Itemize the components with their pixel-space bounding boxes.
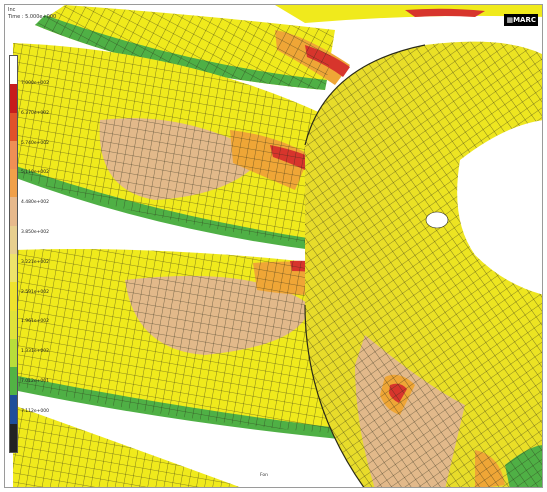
color-legend-bar [9,55,18,453]
legend-label: 5.110e+002 [21,170,50,176]
legend-label: 1.331e+002 [21,349,50,355]
legend-label: 7.000e+002 [21,81,50,86]
legend-swatch [10,338,17,368]
legend-swatch [10,197,17,226]
legend-swatch [10,395,17,424]
legend-swatch [10,282,17,311]
legend-swatch [10,140,17,170]
blade-bottom-sliver [13,405,240,487]
legend-label: 7.112e+000 [21,408,50,414]
hub-rim [304,44,426,146]
increment-label: Inc [8,7,16,13]
legend-swatch [10,367,17,396]
blade-lower [13,249,360,441]
top-strip-hotspot [405,8,485,17]
legend-label: 6.370e+002 [21,110,50,116]
legend-swatch [10,84,17,113]
bottom-label: Fon [260,473,269,478]
legend-swatch [10,423,17,452]
legend-swatch [10,253,17,283]
legend-label: 1.961e+002 [21,319,50,325]
legend-label: 3.221e+002 [21,259,50,265]
legend-label: 5.740e+002 [21,140,50,146]
top-strip [275,5,542,23]
legend-label: 7.012e+001 [21,379,50,384]
legend-swatch [10,225,17,254]
legend-swatch [10,112,17,141]
legend-swatch [10,56,17,85]
blade-middle-upper [13,43,325,251]
hub-rim-lower [304,304,365,487]
legend-swatch [10,310,17,339]
legend-swatch [10,169,17,198]
legend-label: 4.480e+002 [21,200,50,206]
marc-logo-mark-icon: ▦ [506,16,513,24]
fea-viewport[interactable]: Inc Time : 5.000e+000 ▦ MARC 7.000e+002 6… [4,4,543,488]
time-label: Time : 5.000e+000 [8,14,57,20]
blade-upper [35,5,350,90]
hub [305,41,542,487]
marc-logo: ▦ MARC [504,14,538,26]
fea-model-canvas[interactable] [5,5,543,488]
legend-label: 2.591e+002 [21,289,50,295]
legend-label: 3.850e+002 [21,230,50,235]
marc-logo-text: MARC [513,16,536,24]
